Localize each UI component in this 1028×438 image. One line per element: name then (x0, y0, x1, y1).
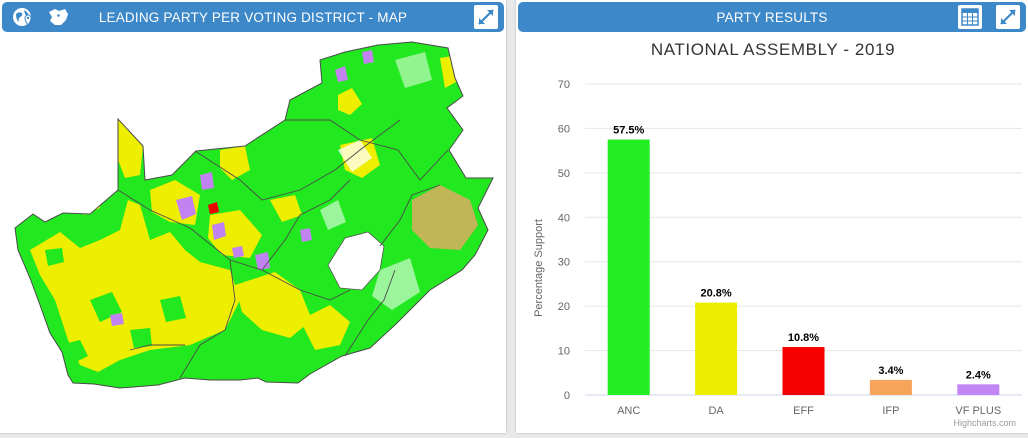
y-tick-label: 20 (558, 301, 570, 313)
data-label: 10.8% (788, 332, 819, 344)
table-icon[interactable] (958, 5, 982, 29)
highcharts-credit[interactable]: Highcharts.com (953, 418, 1016, 428)
bar-chart-svg: NATIONAL ASSEMBLY - 2019 Percentage Supp… (533, 40, 1022, 428)
bar-ifp[interactable] (869, 379, 912, 395)
y-tick-label: 50 (558, 168, 570, 180)
y-tick-label: 60 (558, 123, 570, 135)
data-label: 2.4% (966, 369, 991, 381)
data-label: 20.8% (700, 288, 731, 300)
data-label: 3.4% (878, 365, 903, 377)
party-results-chart: NATIONAL ASSEMBLY - 2019 Percentage Supp… (516, 34, 1028, 433)
x-tick-label: IFP (882, 405, 899, 417)
chart-panel: PARTY RESULTS NATIONAL ASSEMBLY - 2019 P… (516, 0, 1028, 433)
x-tick-label: ANC (617, 405, 640, 417)
x-tick-label: EFF (793, 405, 814, 417)
map-panel-header: LEADING PARTY PER VOTING DISTRICT - MAP (2, 2, 504, 32)
map-africa-icon[interactable] (46, 5, 70, 29)
bar-da[interactable] (695, 302, 738, 395)
y-axis-title: Percentage Support (533, 219, 545, 317)
x-tick-label: VF PLUS (955, 405, 1001, 417)
map-regions (15, 42, 493, 388)
x-tick-label: DA (708, 405, 724, 417)
voting-district-map[interactable] (0, 34, 506, 433)
y-tick-label: 10 (558, 346, 570, 358)
y-tick-label: 40 (558, 212, 570, 224)
bar-eff[interactable] (782, 347, 825, 395)
chart-panel-title: PARTY RESULTS (716, 9, 828, 25)
globe-pin-icon[interactable] (10, 5, 34, 29)
y-tick-label: 0 (564, 390, 570, 402)
chart-title: NATIONAL ASSEMBLY - 2019 (651, 40, 895, 59)
data-label: 57.5% (613, 125, 644, 137)
map-panel-title: LEADING PARTY PER VOTING DISTRICT - MAP (98, 9, 408, 25)
bar-anc[interactable] (607, 139, 650, 395)
bar-vf-plus[interactable] (957, 384, 1000, 395)
expand-icon[interactable] (474, 5, 498, 29)
province-borders (117, 119, 449, 379)
y-tick-label: 70 (558, 79, 570, 91)
map-panel: LEADING PARTY PER VOTING DISTRICT - MAP (0, 0, 506, 433)
y-tick-label: 30 (558, 257, 570, 269)
lesotho-region (327, 231, 385, 291)
chart-panel-header: PARTY RESULTS (518, 2, 1026, 32)
expand-icon[interactable] (996, 5, 1020, 29)
